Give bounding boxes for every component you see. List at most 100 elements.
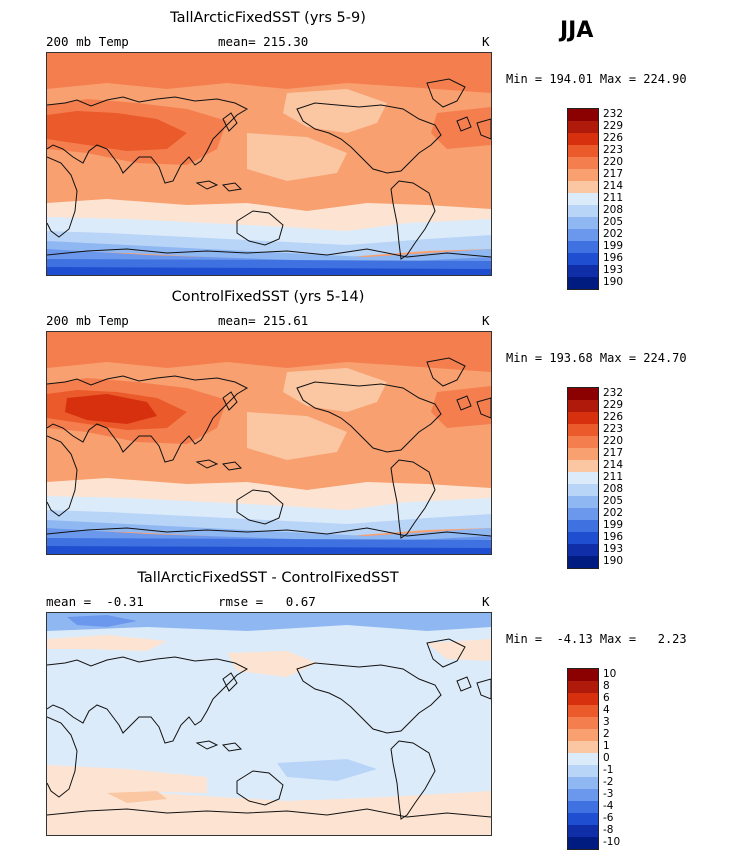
colorbar-swatch [568,765,598,777]
min-max-label: Min = 194.01 Max = 224.90 [506,72,687,86]
colorbar-swatch [568,472,598,484]
colorbar-swatch [568,145,598,157]
colorbar-tick-label: 232 [603,108,624,120]
colorbar-tick-label: 202 [603,228,624,240]
colorbar-swatch [568,241,598,253]
colorbar-swatch [568,448,598,460]
colorbar-tick-label: 193 [603,543,624,555]
rmse-label: rmse = 0.67 [218,594,316,609]
map-temp-control [46,331,492,555]
colorbar-tick-label: -2 [603,776,614,788]
colorbar-tick-label: 211 [603,471,624,483]
field-label: 200 mb Temp [46,34,129,49]
colorbar-swatch [568,205,598,217]
colorbar-tick-label: 10 [603,668,617,680]
colorbar-tick-label: 0 [603,752,610,764]
colorbar-tick-label: 2 [603,728,610,740]
colorbar-tick-label: 223 [603,423,624,435]
min-max-label: Min = 193.68 Max = 224.70 [506,351,687,365]
colorbar-tick-label: -1 [603,764,614,776]
field-label: 200 mb Temp [46,313,129,328]
colorbar-tick-label: -10 [603,836,621,848]
colorbar-tick-label: 205 [603,216,624,228]
colorbar-swatch [568,169,598,181]
colorbar [567,668,599,850]
colorbar-swatch [568,789,598,801]
colorbar-tick-label: 208 [603,483,624,495]
mean-label: mean= 215.61 [218,313,309,328]
colorbar-tick-label: 8 [603,680,610,692]
colorbar-tick-label: 229 [603,399,624,411]
colorbar-swatch [568,460,598,472]
season-label: JJA [560,18,594,43]
colorbar-swatch [568,813,598,825]
colorbar-swatch [568,532,598,544]
unit-label: K [482,34,490,49]
panel-tall-arctic: TallArcticFixedSST (yrs 5-9) 200 mb Temp… [0,10,733,290]
colorbar-swatch [568,741,598,753]
mean-label: mean= 215.30 [218,34,309,49]
colorbar-tick-label: -8 [603,824,614,836]
colorbar-tick-label: 208 [603,204,624,216]
colorbar-tick-label: 232 [603,387,624,399]
colorbar [567,108,599,290]
colorbar-swatch [568,277,598,289]
colorbar-swatch [568,508,598,520]
colorbar-tick-label: -4 [603,800,614,812]
colorbar-swatch [568,121,598,133]
colorbar [567,387,599,569]
colorbar-swatch [568,253,598,265]
colorbar-tick-label: 217 [603,168,624,180]
colorbar-swatch [568,181,598,193]
colorbar-swatch [568,484,598,496]
colorbar-swatch [568,436,598,448]
colorbar-swatch [568,133,598,145]
colorbar-tick-label: 199 [603,519,624,531]
colorbar-swatch [568,229,598,241]
colorbar-swatch [568,109,598,121]
colorbar-swatch [568,705,598,717]
colorbar-swatch [568,217,598,229]
colorbar-swatch [568,837,598,849]
colorbar-tick-label: 214 [603,180,624,192]
colorbar-swatch [568,157,598,169]
colorbar-swatch [568,424,598,436]
colorbar-tick-label: 211 [603,192,624,204]
colorbar-tick-label: 193 [603,264,624,276]
colorbar-tick-label: 196 [603,252,624,264]
colorbar-swatch [568,388,598,400]
colorbar-tick-label: 1 [603,740,610,752]
panel-title: ControlFixedSST (yrs 5-14) [171,289,365,305]
colorbar-tick-label: 229 [603,120,624,132]
colorbar-tick-label: 6 [603,692,610,704]
map-temp-tall-arctic [46,52,492,276]
colorbar-tick-label: 220 [603,435,624,447]
colorbar-tick-label: 217 [603,447,624,459]
colorbar-swatch [568,400,598,412]
colorbar-swatch [568,681,598,693]
colorbar-swatch [568,556,598,568]
colorbar-swatch [568,801,598,813]
colorbar-tick-label: -6 [603,812,614,824]
unit-label: K [482,313,490,328]
colorbar-tick-label: 202 [603,507,624,519]
colorbar-swatch [568,193,598,205]
colorbar-tick-label: 205 [603,495,624,507]
colorbar-swatch [568,520,598,532]
colorbar-swatch [568,544,598,556]
map-temp-difference [46,612,492,836]
diff-mean-label: mean = -0.31 [46,594,144,609]
colorbar-swatch [568,729,598,741]
min-max-label: Min = -4.13 Max = 2.23 [506,632,687,646]
colorbar-swatch [568,265,598,277]
panel-title: TallArcticFixedSST (yrs 5-9) [170,10,366,26]
panel-title: TallArcticFixedSST - ControlFixedSST [137,570,399,586]
panel-difference: TallArcticFixedSST - ControlFixedSST mea… [0,570,733,850]
unit-label: K [482,594,490,609]
colorbar-swatch [568,669,598,681]
colorbar-tick-label: 220 [603,156,624,168]
colorbar-tick-label: 226 [603,411,624,423]
panel-control: ControlFixedSST (yrs 5-14) 200 mb Temp m… [0,289,733,569]
colorbar-tick-label: 3 [603,716,610,728]
colorbar-tick-label: 196 [603,531,624,543]
